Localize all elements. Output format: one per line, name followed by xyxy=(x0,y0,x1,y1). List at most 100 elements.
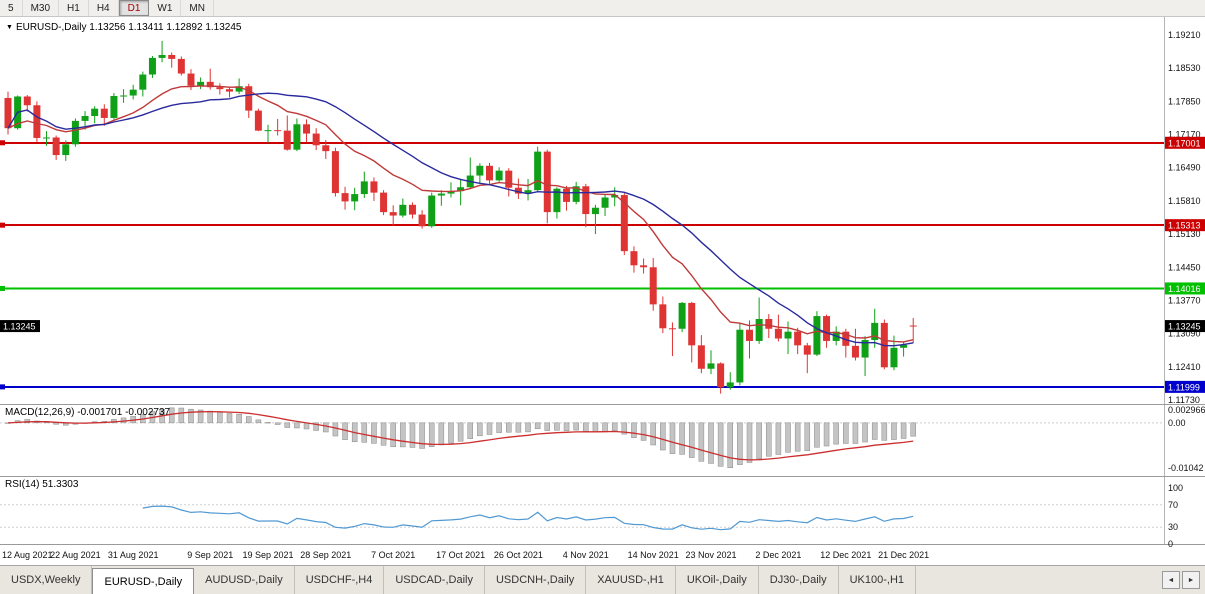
macd-histogram-bar xyxy=(168,407,175,424)
candle-body xyxy=(514,187,522,194)
timeframe-button-mn[interactable]: MN xyxy=(181,0,214,16)
macd-histogram-bar xyxy=(573,422,579,431)
macd-histogram-bar xyxy=(525,422,531,433)
candle-body xyxy=(447,191,455,194)
candle-body xyxy=(418,214,426,227)
timeframe-button-d1[interactable]: D1 xyxy=(118,0,150,16)
chart-canvas[interactable]: 1.19210 1.18530 1.17850 1.17170 1.16490 1.158… xyxy=(0,17,1205,566)
macd-histogram-bar xyxy=(284,422,291,428)
price-axis-label: 1.12410 xyxy=(1168,362,1201,372)
candle-body xyxy=(668,328,676,330)
candle-body xyxy=(293,124,301,150)
macd-histogram-bar xyxy=(486,422,493,435)
macd-histogram-bar xyxy=(785,422,791,453)
candle-body xyxy=(380,192,388,213)
macd-panel xyxy=(0,407,1164,469)
collapse-chart-icon[interactable]: ▼ xyxy=(6,24,13,31)
macd-axis-label: -0.01042 xyxy=(1168,463,1204,473)
timeframe-button-5[interactable]: 5 xyxy=(0,0,23,16)
macd-axis-label: 0.00 xyxy=(1168,418,1186,428)
candle-body xyxy=(649,267,657,305)
price-axis-label: 1.17850 xyxy=(1168,96,1201,106)
candle-body xyxy=(900,344,908,348)
time-axis-label: 12 Dec 2021 xyxy=(820,550,871,560)
macd-histogram-bar xyxy=(910,422,916,437)
candle-body xyxy=(890,347,898,368)
chart-title: ▼ EURUSD-,Daily 1.13256 1.13411 1.12892 1… xyxy=(6,22,241,33)
candle-body xyxy=(640,265,648,268)
candle-body xyxy=(312,133,320,146)
price-axis-label: 1.15810 xyxy=(1168,196,1201,206)
chart-tab-uk100-h1[interactable]: UK100-,H1 xyxy=(839,566,917,594)
macd-histogram-bar xyxy=(419,422,425,449)
chart-tab-audusd-daily[interactable]: AUDUSD-,Daily xyxy=(194,566,295,594)
candle-body xyxy=(283,130,291,150)
macd-histogram-bar xyxy=(833,422,839,445)
candle-body xyxy=(331,151,339,194)
macd-histogram-bar xyxy=(438,422,445,446)
chart-tab-dj30-daily[interactable]: DJ30-,Daily xyxy=(759,566,839,594)
macd-histogram-bar xyxy=(814,422,820,448)
rsi-axis-label: 100 xyxy=(1168,483,1183,493)
timeframe-toolbar: 5 M30 H1 H4 D1 W1 MN xyxy=(0,0,1205,17)
candle-body xyxy=(120,95,128,97)
macd-histogram-bar xyxy=(717,422,724,467)
chart-tab-ukoil-daily[interactable]: UKOil-,Daily xyxy=(676,566,759,594)
macd-histogram-bar xyxy=(226,413,233,424)
macd-histogram-bar xyxy=(698,422,705,462)
tab-scroll-left-button[interactable]: ◄ xyxy=(1162,571,1180,589)
chart-tab-usdcnh-daily[interactable]: USDCNH-,Daily xyxy=(485,566,587,594)
chart-tab-usdchf-h4[interactable]: USDCHF-,H4 xyxy=(295,566,385,594)
timeframe-button-w1[interactable]: W1 xyxy=(149,0,182,16)
chart-tabs-bar: USDX,Weekly EURUSD-,Daily AUDUSD-,Daily USD… xyxy=(0,565,1205,594)
time-axis-label: 9 Sep 2021 xyxy=(187,550,233,560)
candle-body xyxy=(100,108,108,118)
candle-body xyxy=(23,96,31,106)
candle-body xyxy=(851,345,859,358)
chart-tab-usdcad-daily[interactable]: USDCAD-,Daily xyxy=(384,566,485,594)
macd-histogram-bar xyxy=(236,413,242,424)
chart-tab-usdx-weekly[interactable]: USDX,Weekly xyxy=(0,566,93,594)
price-level-badge xyxy=(1165,380,1205,393)
candle-body xyxy=(341,193,349,202)
candle-body xyxy=(437,193,445,196)
candle-body xyxy=(543,151,551,213)
chart-title-text: EURUSD-,Daily 1.13256 1.13411 1.12892 1.… xyxy=(15,22,242,33)
timeframe-button-h1[interactable]: H1 xyxy=(59,0,89,16)
candle-body xyxy=(71,120,79,145)
ma-line-slow xyxy=(7,92,914,347)
price-axis-label: 1.14450 xyxy=(1168,262,1201,272)
macd-histogram-bar xyxy=(217,412,223,424)
macd-histogram-bar xyxy=(669,422,676,454)
candle-body xyxy=(177,58,185,74)
price-axis[interactable]: 1.19210 1.18530 1.17850 1.17170 1.16490 1.158… xyxy=(0,30,1205,549)
line-anchor-icon xyxy=(0,140,5,146)
tab-scroll-right-button[interactable]: ► xyxy=(1182,571,1200,589)
macd-histogram-bar xyxy=(631,422,637,438)
macd-histogram-bar xyxy=(332,422,339,437)
candle-body xyxy=(225,89,233,92)
chart-tab-eurusd-daily[interactable]: EURUSD-,Daily xyxy=(92,568,195,594)
macd-signal-line xyxy=(7,410,914,461)
tab-scroll-arrows: ◄ ► xyxy=(1157,566,1205,594)
candle-body xyxy=(129,89,137,96)
candle-body xyxy=(909,325,917,327)
chart-tab-xauusd-h1[interactable]: XAUUSD-,H1 xyxy=(586,566,676,594)
macd-histogram-bar xyxy=(611,422,618,432)
macd-histogram-bar xyxy=(496,422,502,433)
candles-layer xyxy=(4,40,917,394)
macd-histogram-bar xyxy=(660,422,666,451)
timeframe-button-h4[interactable]: H4 xyxy=(89,0,119,16)
candle-body xyxy=(553,188,561,213)
candle-body xyxy=(33,105,41,138)
candle-body xyxy=(389,212,397,216)
candle-body xyxy=(861,339,869,358)
price-axis-label: 1.13770 xyxy=(1168,295,1201,305)
macd-histogram-bar xyxy=(900,422,907,439)
current-price-badge xyxy=(1165,320,1205,333)
current-price-badge-text: 1.13245 xyxy=(1168,322,1201,332)
horizontal-lines-layer xyxy=(0,140,1164,390)
timeframe-button-m30[interactable]: M30 xyxy=(23,0,60,16)
price-axis-label: 1.16490 xyxy=(1168,163,1201,173)
